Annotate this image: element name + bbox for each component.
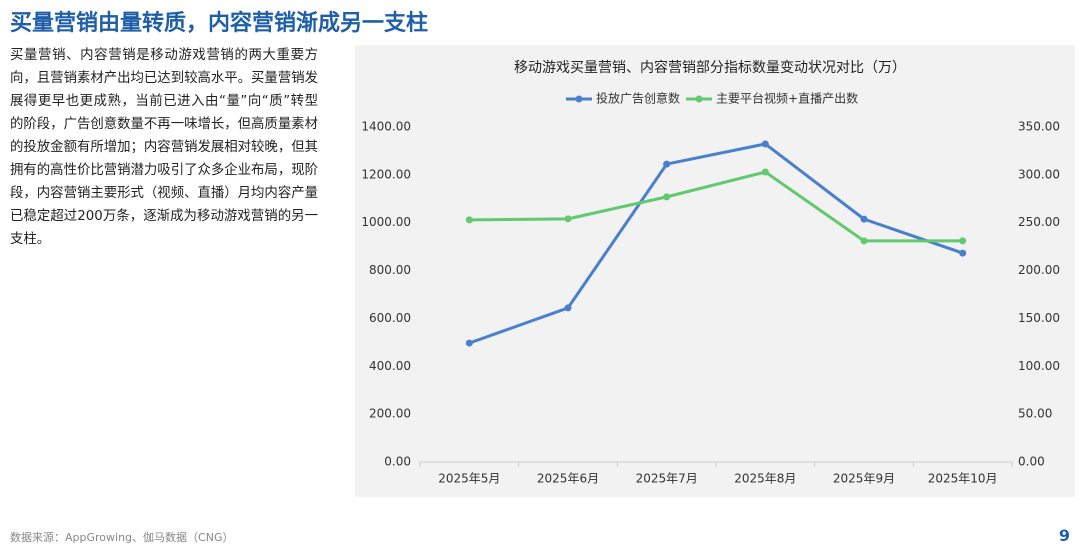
data-point (663, 193, 671, 201)
x-tick-label: 2025年5月 (438, 472, 500, 486)
x-tick-label: 2025年9月 (833, 472, 895, 486)
data-point (761, 140, 769, 148)
series-line (469, 170, 963, 243)
y2-tick-label: 100.00 (1018, 359, 1060, 373)
data-point (663, 160, 671, 168)
y-tick-label: 1000.00 (361, 215, 411, 229)
page-title: 买量营销由量转质，内容营销渐成另一支柱 (10, 11, 429, 36)
chart-title: 移动游戏买量营销、内容营销部分指标数量变动状况对比（万） (514, 59, 906, 76)
data-point (564, 215, 572, 223)
y-tick-label: 800.00 (369, 263, 411, 277)
y2-tick-label: 50.00 (1018, 407, 1052, 421)
legend-label: 投放广告创意数 (596, 91, 680, 106)
data-point (860, 237, 868, 245)
page-number: 9 (1058, 526, 1070, 545)
data-point (959, 237, 967, 245)
x-tick-label: 2025年8月 (734, 472, 796, 486)
legend-marker (695, 95, 703, 103)
y2-tick-label: 200.00 (1018, 263, 1060, 277)
y-tick-label: 1400.00 (361, 120, 411, 134)
y-tick-label: 0.00 (384, 455, 411, 469)
data-point (465, 216, 473, 224)
y2-tick-label: 350.00 (1018, 120, 1060, 134)
x-tick-label: 2025年7月 (636, 472, 698, 486)
data-point (564, 304, 572, 312)
series-line (468, 142, 964, 345)
y-tick-label: 600.00 (369, 311, 411, 325)
legend-marker (575, 95, 583, 103)
data-point (959, 249, 967, 257)
y2-tick-label: 250.00 (1018, 215, 1060, 229)
x-tick-label: 2025年6月 (537, 472, 599, 486)
y-tick-label: 400.00 (369, 359, 411, 373)
body-text: 买量营销、内容营销是移动游戏营销的两大重要方向，且营销素材产出均已达到较高水平。… (10, 48, 318, 247)
chart-panel (355, 45, 1075, 497)
data-point (761, 168, 769, 176)
data-point (860, 215, 868, 223)
x-tick-label: 2025年10月 (928, 472, 998, 486)
source: 数据来源：AppGrowing、伽马数据（CNG） (10, 531, 234, 544)
y-tick-label: 200.00 (369, 407, 411, 421)
y2-tick-label: 300.00 (1018, 167, 1060, 181)
y-tick-label: 1200.00 (361, 167, 411, 181)
y2-tick-label: 150.00 (1018, 311, 1060, 325)
legend-label: 主要平台视频+直播产出数 (716, 91, 858, 106)
data-point (465, 339, 473, 347)
y2-tick-label: 0.00 (1018, 455, 1045, 469)
